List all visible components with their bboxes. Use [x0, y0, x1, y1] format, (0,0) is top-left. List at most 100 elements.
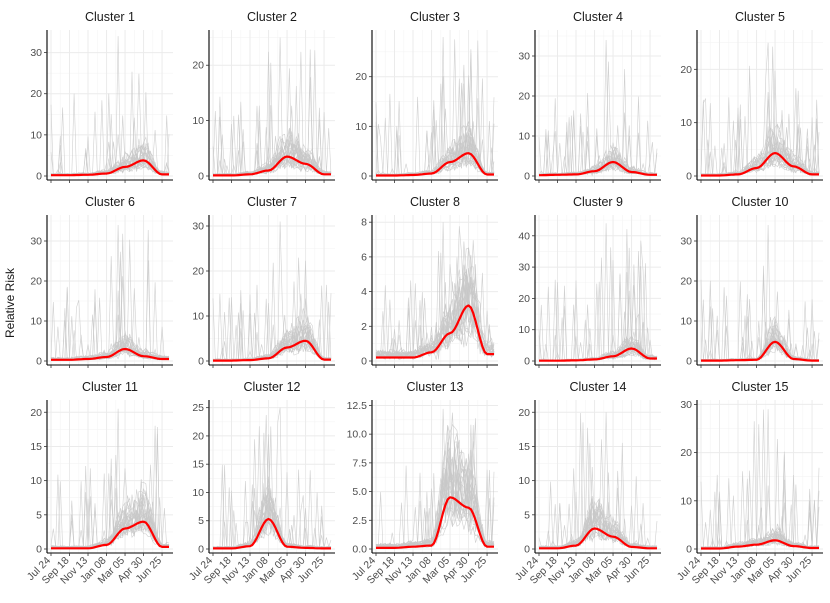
y-tick-label: 4 [361, 286, 367, 298]
y-tick-label: 20 [30, 88, 42, 100]
y-tick-label: 10 [518, 324, 530, 336]
mean-series-line [539, 160, 657, 177]
y-tick-label: 10 [30, 316, 42, 328]
y-tick-label: 10 [680, 495, 692, 507]
y-tick-label: 0 [198, 544, 204, 556]
mean-series-line [539, 347, 657, 362]
y-tick-label: 20 [680, 447, 692, 459]
mean-series-line [213, 517, 331, 550]
y-tick-label: 10 [192, 115, 204, 127]
panel-cluster-9: Cluster 9 0 10 20 30 40 [518, 195, 661, 368]
individual-series-line [50, 276, 170, 360]
individual-series-line [375, 465, 495, 549]
y-tick-label: 20 [192, 60, 204, 72]
y-tick-label: 8 [361, 217, 367, 229]
y-tick-label: 30 [680, 236, 692, 248]
mean-series-line [51, 159, 169, 177]
panel-title: Cluster 1 [85, 10, 135, 24]
y-tick-label: 0 [36, 544, 42, 556]
y-tick-label: 15 [518, 441, 530, 453]
y-tick-label: 7.5 [352, 457, 367, 469]
mean-series-line [701, 152, 819, 177]
y-tick-label: 0 [524, 356, 530, 368]
y-tick-label: 10 [30, 475, 42, 487]
y-tick-label: 6 [361, 251, 367, 263]
mean-series-line [539, 527, 657, 550]
y-tick-label: 10 [355, 121, 367, 133]
y-tick-label: 15 [192, 459, 204, 471]
mean-series-line [376, 496, 494, 549]
y-tick-label: 20 [355, 71, 367, 83]
panel-title: Cluster 5 [735, 10, 785, 24]
mean-series-line [51, 347, 169, 361]
panel-title: Cluster 11 [82, 380, 138, 394]
y-tick-label: 10 [192, 311, 204, 323]
mean-series-line [213, 155, 331, 177]
individual-series-line [538, 498, 658, 549]
panel-cluster-6: Cluster 6 0 10 20 30 [30, 195, 173, 368]
individual-series-line [375, 472, 495, 549]
individual-series-line [213, 293, 332, 361]
mean-series-line [701, 539, 819, 550]
panel-title: Cluster 13 [407, 380, 464, 394]
y-tick-label: 20 [680, 276, 692, 288]
y-tick-label: 30 [30, 236, 42, 248]
y-tick-label: 0 [686, 356, 692, 368]
panel-title: Cluster 9 [573, 195, 623, 209]
individual-series-line [375, 226, 495, 358]
individual-series-line [375, 455, 495, 548]
panel-cluster-10: Cluster 10 0 10 20 30 [680, 195, 823, 368]
y-tick-label: 20 [30, 276, 42, 288]
y-tick-label: 12.5 [347, 400, 368, 412]
y-tick-label: 20 [30, 407, 42, 419]
y-tick-label: 30 [192, 221, 204, 233]
y-tick-label: 0 [36, 171, 42, 183]
panel-title: Cluster 3 [410, 10, 460, 24]
panel-cluster-8: Cluster 8 0 2 4 6 8 [361, 195, 498, 368]
y-tick-label: 30 [30, 47, 42, 59]
y-tick-label: 5.0 [352, 486, 367, 498]
mean-series-line [701, 340, 819, 362]
panel-title: Cluster 12 [244, 380, 301, 394]
y-tick-label: 25 [192, 402, 204, 414]
panel-cluster-1: Cluster 1 0 10 20 30 [30, 10, 173, 183]
y-tick-label: 10 [192, 487, 204, 499]
y-tick-label: 0 [36, 356, 42, 368]
y-tick-label: 0 [686, 544, 692, 556]
individual-series-line [375, 269, 495, 360]
panel-cluster-2: Cluster 2 0 10 20 [192, 10, 335, 183]
y-tick-label: 30 [518, 51, 530, 63]
panel-cluster-7: Cluster 7 0 10 20 30 [192, 195, 335, 368]
y-tick-label: 30 [518, 262, 530, 274]
y-tick-label: 10 [518, 475, 530, 487]
panel-cluster-4: Cluster 4 0 10 20 30 [518, 10, 661, 183]
individual-series-line [700, 298, 820, 361]
mean-series-line [376, 152, 494, 177]
panel-title: Cluster 8 [410, 195, 460, 209]
y-tick-label: 10.0 [347, 429, 368, 441]
panel-title: Cluster 15 [732, 380, 789, 394]
y-tick-label: 5 [524, 509, 530, 521]
individual-series-line [50, 73, 170, 176]
panel-title: Cluster 14 [570, 380, 627, 394]
y-tick-label: 20 [680, 64, 692, 76]
panel-title: Cluster 6 [85, 195, 135, 209]
panel-cluster-3: Cluster 3 0 10 20 [355, 10, 498, 183]
mean-series-line [213, 339, 331, 362]
y-tick-label: 20 [192, 430, 204, 442]
individual-series-line [538, 506, 658, 548]
y-tick-label: 20 [518, 407, 530, 419]
y-tick-label: 0 [361, 171, 367, 183]
y-tick-label: 0 [686, 171, 692, 183]
y-tick-label: 10 [518, 131, 530, 143]
panel-cluster-5: Cluster 5 0 10 20 [680, 10, 823, 183]
y-tick-label: 0 [361, 356, 367, 368]
y-tick-label: 2 [361, 321, 367, 333]
y-tick-label: 20 [192, 266, 204, 278]
y-tick-label: 10 [30, 129, 42, 141]
